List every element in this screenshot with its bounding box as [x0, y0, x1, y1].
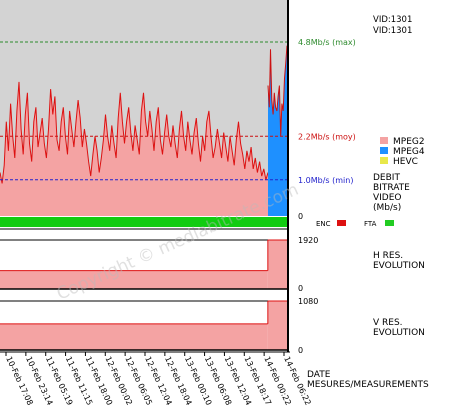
vid-label-1: VID:1301: [373, 15, 412, 25]
ylabel-line-3: VIDEO: [373, 193, 402, 203]
ylabel-line-2: BITRATE: [373, 183, 410, 193]
h-res-fill-0: [0, 270, 268, 289]
v-res-plot: [0, 300, 288, 351]
v-res-max-label: 1080: [298, 297, 318, 306]
bitrate-plot: [0, 45, 288, 217]
mpeg4-line: [267, 45, 288, 137]
v-res-label-2: EVOLUTION: [373, 328, 425, 338]
status-legend-swatch-1: [385, 220, 394, 226]
h-res-label-1: H RES.: [373, 251, 403, 261]
status-legend-label-0: ENC: [316, 220, 331, 228]
reference-label-1: 2.2Mb/s (moy): [298, 132, 356, 141]
h-res-label-2: EVOLUTION: [373, 261, 425, 271]
v-res-fill-0: [0, 323, 268, 350]
h-res-plot: [0, 239, 288, 290]
vid-label-2: VID:1301: [373, 26, 412, 36]
v-res-fill-1: [267, 301, 288, 350]
h-res-zero-label: 0: [298, 284, 303, 293]
legend-label-0: MPEG2: [393, 137, 425, 147]
legend-label-1: MPEG4: [393, 147, 425, 157]
status-legend: ENC FTA: [316, 220, 394, 228]
h-res-max-label: 1920: [298, 236, 318, 245]
ylabel-line-1: DEBIT: [373, 173, 400, 183]
ylabel-line-4: (Mb/s): [373, 203, 401, 213]
xlabel-line-2: MESURES/MEASUREMENTS: [307, 380, 429, 390]
main-zero-label: 0: [298, 212, 303, 221]
status-bar-fta: [0, 217, 288, 227]
h-res-fill-1: [267, 240, 288, 289]
legend-swatch-2: [380, 157, 388, 164]
reference-label-2: 1.0Mb/s (min): [298, 176, 353, 185]
legend-swatch-0: [380, 137, 388, 144]
legend-swatch-1: [380, 147, 388, 154]
xlabel-line-1: DATE: [307, 370, 331, 380]
reference-lines: 4.8Mb/s (max) 2.2Mb/s (moy) 1.0Mb/s (min): [0, 38, 356, 185]
status-legend-label-1: FTA: [364, 220, 377, 228]
mpeg2-line: [0, 81, 269, 184]
mpeg2-area: [0, 81, 268, 217]
v-res-label-1: V RES.: [373, 318, 403, 328]
legend-label-2: HEVC: [393, 157, 418, 167]
mpeg4-area: [268, 45, 287, 216]
v-res-zero-label: 0: [298, 346, 303, 355]
reference-label-0: 4.8Mb/s (max): [298, 38, 356, 47]
status-legend-swatch-0: [337, 220, 346, 226]
